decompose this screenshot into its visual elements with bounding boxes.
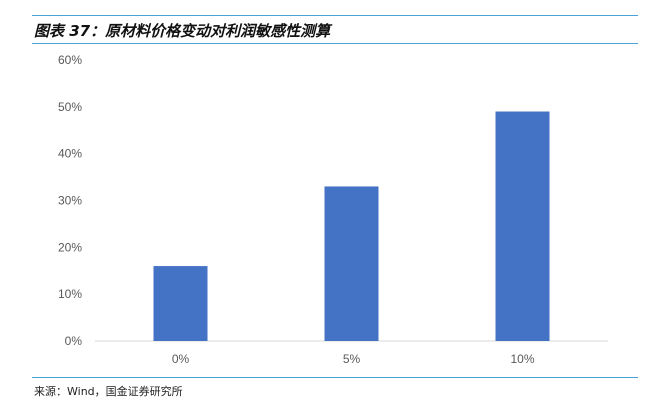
bar-5% [324, 186, 379, 341]
y-tick-label: 40% [58, 147, 82, 161]
x-tick-label: 10% [510, 352, 534, 366]
x-tick-label: 0% [172, 352, 190, 366]
y-tick-label: 30% [58, 194, 82, 208]
y-tick-label: 20% [58, 240, 82, 254]
y-tick-label: 50% [58, 100, 82, 114]
source-note: 来源：Wind，国金证券研究所 [34, 385, 183, 398]
title-rule [32, 43, 638, 44]
bar-0% [153, 266, 208, 341]
y-tick-label: 60% [58, 53, 82, 67]
top-rule [32, 15, 638, 16]
x-tick-label: 5% [343, 352, 361, 366]
figure-title: 图表 37：原材料价格变动对利润敏感性测算 [34, 22, 331, 40]
source-rule [32, 377, 638, 378]
y-tick-label: 0% [65, 334, 83, 348]
bar-10% [495, 111, 550, 342]
y-tick-label: 10% [58, 287, 82, 301]
